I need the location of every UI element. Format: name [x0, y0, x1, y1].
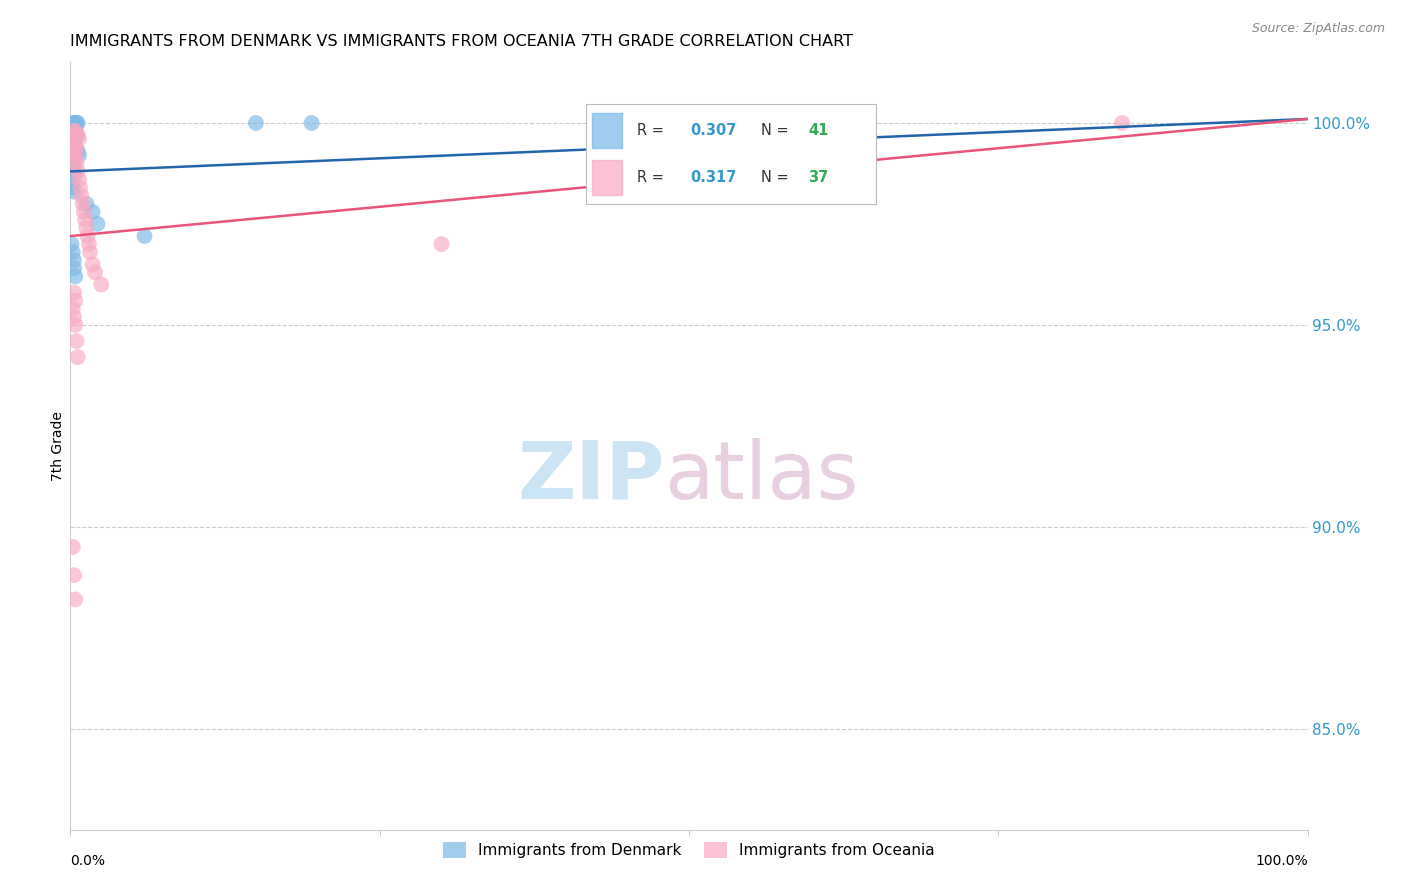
Point: [63, 253, 86, 268]
Point: [65, 140, 87, 154]
Point: [62, 156, 84, 170]
Point: [82, 204, 104, 219]
Point: [66, 128, 89, 142]
Text: R =: R =: [637, 123, 668, 137]
Point: [134, 229, 156, 244]
Text: Source: ZipAtlas.com: Source: ZipAtlas.com: [1251, 22, 1385, 36]
Point: [65, 140, 87, 154]
Point: [62, 180, 84, 194]
Point: [62, 128, 84, 142]
Text: 0.0%: 0.0%: [70, 854, 105, 868]
Point: [65, 592, 87, 607]
Point: [62, 124, 84, 138]
Point: [65, 120, 87, 134]
Point: [66, 350, 89, 364]
Text: R =: R =: [637, 170, 668, 185]
Point: [63, 124, 86, 138]
Point: [66, 145, 89, 159]
Legend: Immigrants from Denmark, Immigrants from Oceania: Immigrants from Denmark, Immigrants from…: [437, 836, 941, 864]
Point: [65, 334, 87, 348]
Point: [72, 196, 94, 211]
Point: [63, 148, 86, 162]
Point: [76, 229, 98, 244]
Point: [73, 204, 96, 219]
Point: [65, 318, 87, 332]
Point: [62, 120, 84, 134]
Point: [65, 116, 87, 130]
Point: [65, 124, 87, 138]
Point: [60, 237, 83, 252]
Point: [79, 245, 101, 260]
Point: [67, 132, 90, 146]
Point: [63, 285, 86, 300]
Point: [65, 269, 87, 284]
Point: [63, 140, 86, 154]
Text: 37: 37: [808, 170, 828, 185]
Point: [69, 180, 91, 194]
Y-axis label: 7th Grade: 7th Grade: [51, 411, 65, 481]
Point: [63, 128, 86, 142]
Point: [63, 156, 86, 170]
Point: [63, 568, 86, 582]
Point: [65, 124, 87, 138]
Text: 0.317: 0.317: [690, 170, 737, 185]
Point: [60, 161, 83, 175]
Point: [75, 213, 97, 227]
Point: [65, 116, 87, 130]
Point: [84, 265, 107, 279]
Point: [62, 164, 84, 178]
Point: [62, 245, 84, 260]
Text: N =: N =: [761, 123, 793, 137]
Point: [63, 185, 86, 199]
Point: [63, 136, 86, 151]
Point: [245, 116, 267, 130]
Text: atlas: atlas: [664, 438, 859, 516]
Point: [63, 116, 86, 130]
Point: [301, 116, 323, 130]
Point: [86, 217, 108, 231]
Point: [430, 237, 453, 252]
Point: [60, 177, 83, 191]
Point: [67, 172, 90, 186]
Text: ZIP: ZIP: [517, 438, 664, 516]
Text: 0.307: 0.307: [690, 123, 737, 137]
Point: [75, 221, 97, 235]
Bar: [592, 112, 621, 148]
Point: [66, 164, 89, 178]
Text: N =: N =: [761, 170, 793, 185]
Point: [65, 132, 87, 146]
Point: [65, 156, 87, 170]
FancyBboxPatch shape: [586, 103, 876, 204]
Point: [65, 128, 87, 142]
Point: [63, 261, 86, 276]
Point: [82, 257, 104, 271]
Point: [70, 188, 93, 202]
Point: [77, 237, 100, 252]
Bar: [592, 160, 621, 194]
Point: [67, 148, 90, 162]
Point: [65, 128, 87, 142]
Text: 100.0%: 100.0%: [1256, 854, 1308, 868]
Point: [63, 120, 86, 134]
Point: [1111, 116, 1133, 130]
Text: 41: 41: [808, 123, 828, 137]
Point: [62, 540, 84, 554]
Point: [63, 124, 86, 138]
Point: [66, 116, 89, 130]
Point: [65, 153, 87, 167]
Point: [62, 116, 84, 130]
Point: [60, 136, 83, 151]
Point: [75, 196, 97, 211]
Point: [65, 145, 87, 159]
Point: [90, 277, 112, 292]
Point: [62, 301, 84, 316]
Point: [65, 145, 87, 159]
Point: [62, 136, 84, 151]
Point: [63, 310, 86, 324]
Point: [65, 293, 87, 308]
Point: [63, 169, 86, 183]
Text: IMMIGRANTS FROM DENMARK VS IMMIGRANTS FROM OCEANIA 7TH GRADE CORRELATION CHART: IMMIGRANTS FROM DENMARK VS IMMIGRANTS FR…: [70, 34, 853, 49]
